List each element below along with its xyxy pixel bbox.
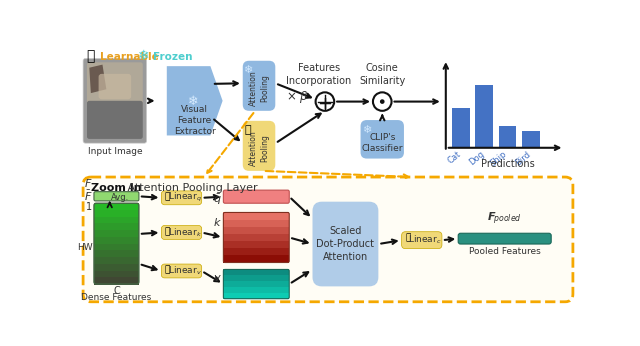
- Text: 🔥: 🔥: [405, 233, 410, 242]
- Text: Cat: Cat: [446, 149, 463, 165]
- Text: C: C: [113, 286, 120, 297]
- Bar: [223, 220, 289, 228]
- Polygon shape: [90, 65, 106, 93]
- Bar: [223, 234, 289, 242]
- Text: 🔥: 🔥: [165, 227, 170, 236]
- Text: Linear$_k$: Linear$_k$: [168, 226, 202, 239]
- Bar: [94, 230, 139, 238]
- Text: $v$: $v$: [213, 273, 222, 283]
- Text: Pooled Features: Pooled Features: [469, 247, 541, 256]
- Text: Input Image: Input Image: [88, 147, 142, 156]
- FancyBboxPatch shape: [87, 101, 143, 139]
- Bar: [223, 275, 289, 282]
- FancyBboxPatch shape: [312, 202, 378, 286]
- Text: Dense Features: Dense Features: [81, 292, 152, 302]
- Text: Frozen: Frozen: [153, 52, 193, 62]
- Circle shape: [380, 99, 385, 104]
- Text: $\boldsymbol{F}_{\!pooled}$: $\boldsymbol{F}_{\!pooled}$: [487, 211, 522, 227]
- Text: Learnable: Learnable: [100, 52, 159, 62]
- Text: Linear$_v$: Linear$_v$: [168, 265, 202, 277]
- Text: 🔥: 🔥: [86, 49, 95, 63]
- FancyBboxPatch shape: [94, 192, 139, 201]
- FancyBboxPatch shape: [458, 233, 551, 244]
- FancyBboxPatch shape: [99, 74, 131, 99]
- Bar: [223, 281, 289, 288]
- Bar: [94, 217, 139, 224]
- Text: Scaled
Dot-Product
Attention: Scaled Dot-Product Attention: [316, 226, 374, 262]
- Text: +: +: [317, 94, 332, 112]
- Text: 🔥: 🔥: [244, 125, 251, 135]
- Polygon shape: [167, 66, 223, 136]
- Text: Linear$_q$: Linear$_q$: [168, 191, 202, 204]
- Text: $\bar{F}$: $\bar{F}$: [84, 189, 92, 203]
- Bar: [94, 257, 139, 265]
- Text: 1: 1: [86, 202, 92, 212]
- FancyBboxPatch shape: [402, 232, 442, 249]
- Text: 🔥: 🔥: [165, 192, 170, 201]
- FancyBboxPatch shape: [223, 190, 289, 203]
- FancyBboxPatch shape: [161, 264, 202, 278]
- Bar: [223, 248, 289, 256]
- Text: ❄: ❄: [362, 126, 371, 135]
- FancyBboxPatch shape: [161, 226, 202, 239]
- Text: ❄: ❄: [138, 49, 149, 63]
- Text: CLIP's
Classifier: CLIP's Classifier: [362, 133, 403, 153]
- Circle shape: [316, 92, 334, 111]
- Bar: [94, 237, 139, 244]
- Text: Avg.: Avg.: [111, 193, 129, 202]
- Bar: [94, 264, 139, 271]
- FancyBboxPatch shape: [83, 177, 573, 302]
- Bar: [476, 85, 493, 148]
- Text: ❄: ❄: [243, 65, 252, 75]
- Text: × $\beta$: × $\beta$: [285, 89, 308, 105]
- Bar: [499, 126, 516, 148]
- Text: Visual
Feature
Extractor: Visual Feature Extractor: [174, 104, 216, 136]
- Text: Ship: Ship: [489, 149, 509, 168]
- Bar: [223, 255, 289, 263]
- Text: Features
Incorporation: Features Incorporation: [286, 63, 351, 86]
- Bar: [223, 287, 289, 294]
- Bar: [223, 241, 289, 249]
- Circle shape: [373, 92, 392, 111]
- Bar: [94, 203, 139, 211]
- Text: Attention Pooling Layer: Attention Pooling Layer: [124, 183, 258, 193]
- Text: Dog: Dog: [467, 149, 486, 167]
- FancyBboxPatch shape: [243, 121, 275, 171]
- Text: Bird: Bird: [513, 149, 532, 167]
- Bar: [223, 212, 289, 220]
- Bar: [452, 108, 470, 148]
- FancyBboxPatch shape: [360, 120, 404, 158]
- Bar: [94, 277, 139, 285]
- Text: Linear$_c$: Linear$_c$: [408, 234, 442, 246]
- Bar: [223, 293, 289, 300]
- Text: Attention
Pooling: Attention Pooling: [249, 130, 269, 166]
- Text: $k$: $k$: [213, 216, 222, 228]
- Text: Attention
Pooling: Attention Pooling: [249, 70, 269, 106]
- Bar: [94, 210, 139, 218]
- Bar: [522, 131, 540, 148]
- Text: $\bar{q}$: $\bar{q}$: [213, 192, 222, 207]
- Text: ❄: ❄: [188, 95, 198, 108]
- Bar: [223, 227, 289, 235]
- Text: HW: HW: [77, 243, 92, 252]
- FancyBboxPatch shape: [87, 62, 143, 109]
- Bar: [94, 224, 139, 231]
- Text: 🔥: 🔥: [165, 266, 170, 275]
- Text: $F$: $F$: [84, 176, 92, 189]
- Text: Cosine
Similarity: Cosine Similarity: [359, 63, 405, 86]
- FancyBboxPatch shape: [161, 191, 202, 205]
- Bar: [94, 271, 139, 278]
- Bar: [223, 270, 289, 276]
- Text: Zoom In: Zoom In: [91, 183, 141, 193]
- Bar: [94, 244, 139, 251]
- FancyBboxPatch shape: [243, 61, 275, 111]
- FancyBboxPatch shape: [83, 58, 147, 143]
- Text: Predictions: Predictions: [481, 159, 535, 169]
- Bar: [94, 251, 139, 258]
